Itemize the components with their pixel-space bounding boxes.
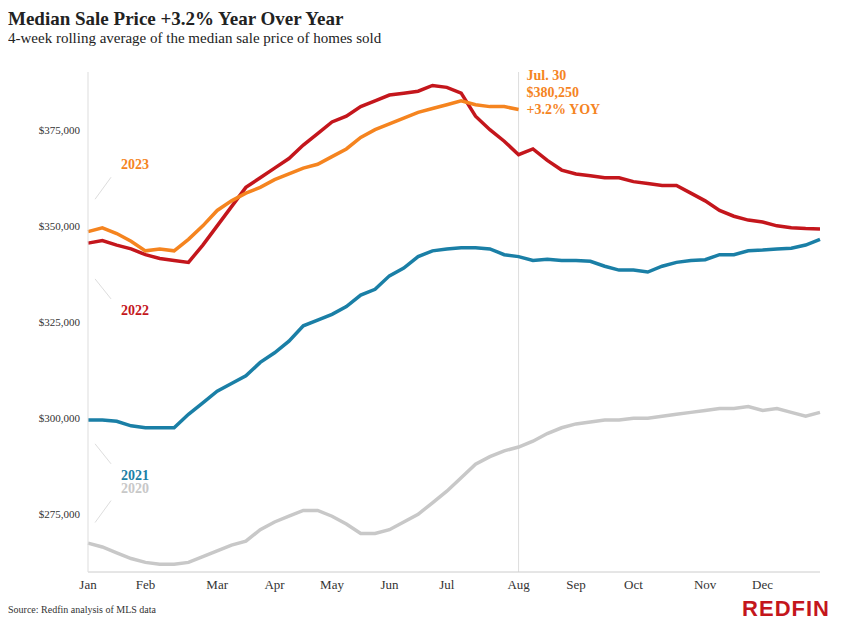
html-text:REDFIN: REDFIN (742, 596, 830, 621)
svg-text:$275,000: $275,000 (39, 508, 81, 520)
svg-text:Jul: Jul (439, 577, 455, 592)
svg-text:Jul. 30$380,250+3.2% YOY: Jul. 30$380,250+3.2% YOY (527, 68, 601, 117)
svg-text:Mar: Mar (206, 577, 228, 592)
svg-text:2022: 2022 (121, 303, 149, 318)
svg-text:$300,000: $300,000 (39, 412, 81, 424)
svg-text:$350,000: $350,000 (39, 220, 81, 232)
html-text:4-week rolling average of the: 4-week rolling average of the median sal… (8, 30, 382, 46)
svg-text:Sep: Sep (566, 577, 586, 592)
svg-text:$375,000: $375,000 (39, 124, 81, 136)
svg-text:Apr: Apr (264, 577, 285, 592)
svg-text:Jun: Jun (380, 577, 399, 592)
html-text:Median Sale Price +3.2% Year O: Median Sale Price +3.2% Year Over Year (8, 8, 344, 29)
svg-text:$325,000: $325,000 (39, 316, 81, 328)
svg-text:2021: 2021 (121, 468, 149, 483)
svg-text:Dec: Dec (752, 577, 773, 592)
html-text:Source: Redfin analysis of MLS: Source: Redfin analysis of MLS data (8, 604, 156, 615)
svg-text:Jan: Jan (79, 577, 97, 592)
svg-text:May: May (320, 577, 344, 592)
svg-text:Oct: Oct (624, 577, 643, 592)
svg-text:2023: 2023 (121, 157, 149, 172)
svg-text:Nov: Nov (694, 577, 717, 592)
svg-text:Aug: Aug (507, 577, 530, 592)
svg-text:Feb: Feb (136, 577, 156, 592)
svg-text:2020: 2020 (121, 480, 150, 496)
